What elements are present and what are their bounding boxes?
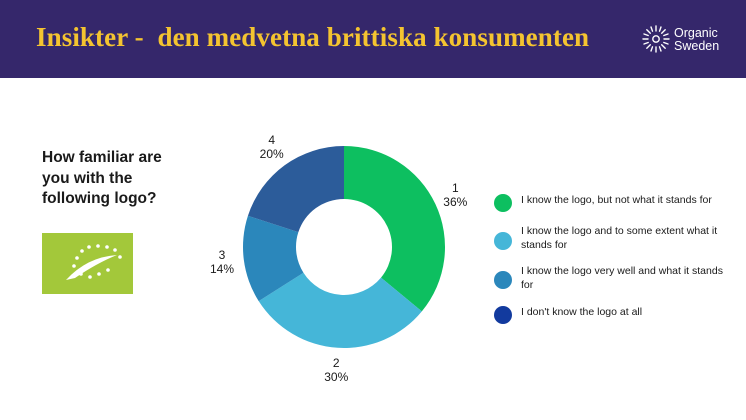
legend-label: I know the logo, but not what it stands …	[521, 194, 712, 206]
slice-label-1: 1 36%	[435, 181, 475, 209]
legend-swatch	[494, 232, 512, 250]
legend-swatch	[494, 306, 512, 324]
eu-organic-logo	[42, 233, 133, 294]
legend-swatch	[494, 194, 512, 212]
brand-logo: Organic Sweden	[641, 24, 741, 56]
donut-slice-4	[247, 146, 344, 233]
donut-slice-1	[344, 146, 445, 312]
slice-category: 2	[332, 355, 340, 370]
slice-value: 30%	[324, 369, 349, 384]
donut-chart: 1 36% 2 30% 3 14% 4 20%	[210, 120, 490, 390]
slice-label-2: 2 30%	[316, 356, 356, 384]
slice-category: 1	[451, 180, 459, 195]
question-text: How familiar are you with the following …	[42, 149, 162, 207]
page-title: Insikter - den medvetna brittiska konsum…	[36, 22, 590, 52]
header-bar: Insikter - den medvetna brittiska konsum…	[0, 0, 746, 78]
eu-leaf-stars-icon	[66, 244, 122, 280]
slice-category: 4	[268, 133, 276, 148]
slice-category: 3	[218, 248, 226, 263]
slice-value: 20%	[259, 147, 284, 162]
brand-name: Organic Sweden	[674, 26, 720, 53]
slice-value: 14%	[209, 262, 234, 277]
donut-slice-3	[243, 215, 304, 302]
sunburst-icon	[642, 25, 670, 53]
slice-value: 36%	[443, 194, 468, 209]
legend-swatch	[494, 271, 512, 289]
legend-label: I don't know the logo at all	[521, 306, 643, 318]
legend-label: I know the logo very well and what it st…	[521, 265, 723, 291]
slice-label-3: 3 14%	[202, 248, 242, 276]
donut-slice-2	[258, 272, 422, 348]
donut-chart-svg	[243, 146, 445, 348]
legend-label: I know the logo and to some extent what …	[521, 225, 718, 251]
slice-label-4: 4 20%	[252, 133, 292, 161]
